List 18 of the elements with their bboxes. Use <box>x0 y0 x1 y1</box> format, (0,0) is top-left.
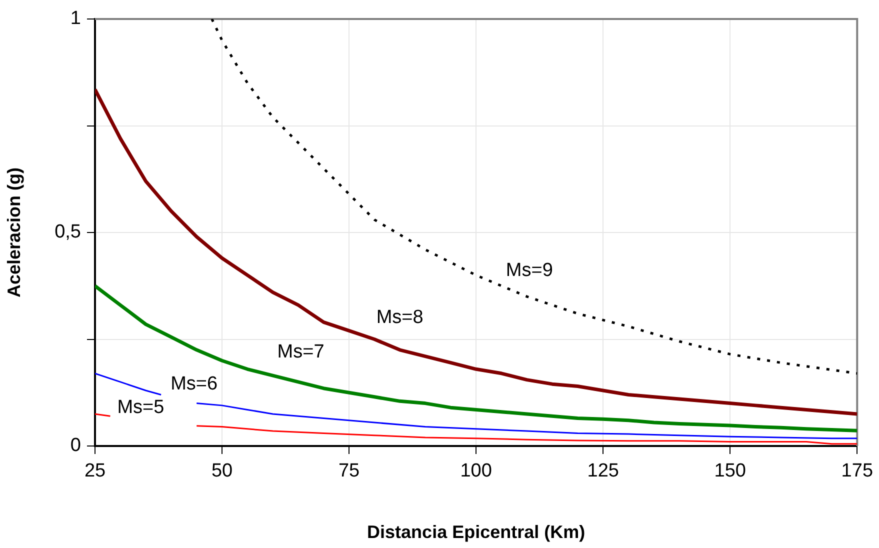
x-axis-title: Distancia Epicentral (Km) <box>367 522 586 542</box>
x-tick-label: 100 <box>460 460 492 482</box>
series-label: Ms=9 <box>506 260 553 282</box>
x-tick-label: 150 <box>714 460 746 482</box>
y-tick-label: 0,5 <box>54 222 81 243</box>
line-series <box>210 19 858 375</box>
x-tick-label: 175 <box>841 460 873 482</box>
x-tick-label: 75 <box>338 460 360 482</box>
series-label: Ms=7 <box>277 341 324 362</box>
y-tick-label: 1 <box>70 8 81 30</box>
series-label: Ms=6 <box>170 373 218 394</box>
x-tick-label: 50 <box>211 460 233 482</box>
x-tick-label: 125 <box>587 460 619 482</box>
series-label: Ms=8 <box>376 307 424 328</box>
series-label: Ms=5 <box>117 396 164 418</box>
y-tick-label: 0 <box>70 435 81 456</box>
x-tick-label: 25 <box>84 460 106 482</box>
y-axis-title: Aceleracion (g) <box>4 167 24 298</box>
